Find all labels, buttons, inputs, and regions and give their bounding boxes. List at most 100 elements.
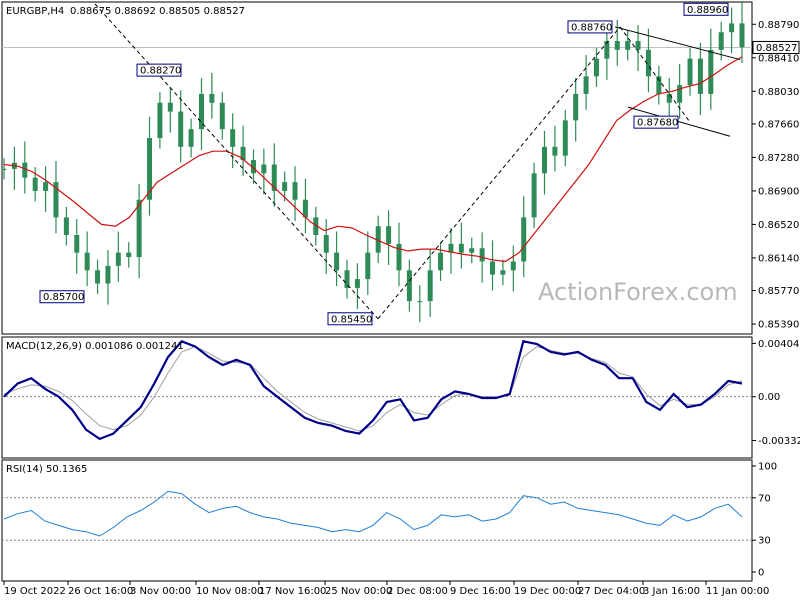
- candle-body: [396, 243, 402, 271]
- candle-body: [188, 129, 194, 147]
- price-ytick-label: 0.87280: [758, 153, 799, 164]
- candle-body: [365, 252, 371, 280]
- x-tick-label: 27 Dec 04:00: [578, 586, 645, 597]
- candle-body: [531, 173, 537, 218]
- candle-body: [573, 93, 579, 121]
- candle-body: [479, 248, 485, 262]
- price-ytick-label: 0.87660: [758, 119, 799, 130]
- candle-body: [625, 41, 631, 50]
- candle-body: [74, 235, 80, 253]
- candle-body: [552, 146, 558, 156]
- candle-body: [469, 248, 475, 253]
- candle-body: [32, 177, 38, 191]
- candle-body: [334, 252, 340, 271]
- candle-body: [157, 102, 163, 139]
- macd-panel-frame: [1, 336, 753, 459]
- x-tick-label: 10 Nov 08:00: [196, 586, 263, 597]
- price-ytick-label: 0.88410: [758, 53, 799, 64]
- price-annotation-box: [567, 20, 613, 34]
- price-annotation-label: 0.88960: [687, 5, 728, 16]
- candle-body: [53, 182, 59, 218]
- candle-body: [250, 160, 256, 174]
- x-tick-label: 19 Oct 2022: [4, 586, 66, 597]
- price-annotation-label: 0.87680: [637, 118, 678, 129]
- rsi-line: [3, 490, 743, 537]
- price-annotation-label: 0.85700: [43, 292, 84, 303]
- x-tick-label: 26 Oct 16:00: [68, 586, 133, 597]
- candle-body: [510, 261, 516, 271]
- candle-body: [147, 138, 153, 200]
- macd-ytick-label: 0.004042: [758, 339, 800, 350]
- candle-body: [718, 32, 724, 50]
- candle-body: [604, 41, 610, 59]
- candle-body: [708, 49, 714, 94]
- candle-body: [271, 164, 277, 191]
- candle-body: [635, 41, 641, 50]
- current-price-label: 0.88527: [756, 43, 797, 54]
- x-tick-label: 25 Nov 00:00: [325, 586, 392, 597]
- dashed-trendline-up: [377, 26, 621, 320]
- candle-body: [115, 252, 121, 266]
- macd-ytick-label: -0.003326: [758, 436, 800, 447]
- candle-body: [209, 93, 215, 103]
- rsi-layer: [2, 490, 752, 541]
- rsi-ytick-label: 0: [758, 568, 764, 579]
- candle-body: [406, 270, 412, 302]
- candle-body: [313, 217, 319, 236]
- candle-body: [344, 270, 350, 288]
- candle-body: [386, 226, 392, 244]
- candle-body: [198, 93, 204, 130]
- price-ytick-label: 0.85390: [758, 320, 799, 331]
- candle-body: [729, 23, 735, 33]
- channel-upper-line: [614, 26, 741, 61]
- candle-body: [354, 279, 360, 288]
- rsi-ytick-label: 30: [758, 536, 771, 547]
- candle-body: [219, 102, 225, 130]
- candle-body: [230, 129, 236, 147]
- x-tick-label: 19 Dec 00:00: [514, 586, 581, 597]
- price-annotation-label: 0.88270: [140, 66, 181, 77]
- candle-body: [417, 301, 423, 303]
- candle-body: [542, 146, 548, 174]
- dashed-trendline-down: [94, 3, 379, 320]
- candle-body: [490, 261, 496, 275]
- rsi-ytick-label: 70: [758, 493, 771, 504]
- candle-body: [448, 243, 454, 253]
- candle-body: [292, 182, 298, 200]
- candle-body: [438, 252, 444, 271]
- candle-body: [656, 76, 662, 94]
- price-annotation-label: 0.85450: [331, 314, 372, 325]
- candle-body: [126, 252, 132, 258]
- x-tick-label: 17 Nov 16:00: [259, 586, 326, 597]
- candle-body: [282, 182, 288, 191]
- axis-layer: 0.88790 0.88410 0.88030 0.87660 0.87280 0.869…: [3, 20, 800, 597]
- price-layer: 0.88270 0.85700 0.85450 0.88760 0.88960 0.876…: [1, 2, 752, 326]
- candle-body: [43, 182, 49, 191]
- macd-title: MACD(12,26,9) 0.001086 0.001241: [6, 341, 184, 352]
- candle-body: [323, 235, 329, 253]
- candle-body: [167, 102, 173, 112]
- chart-symbol: EURGBP,H4: [6, 6, 64, 17]
- macd-series-line: [3, 339, 743, 441]
- candle-body: [666, 93, 672, 103]
- candle-body: [677, 85, 683, 103]
- channel-lower-line: [627, 106, 731, 137]
- candle-body: [645, 49, 651, 77]
- candle-body: [500, 270, 506, 275]
- dashed-trendline-inner: [619, 26, 691, 123]
- price-ytick-label: 0.86900: [758, 186, 799, 197]
- chart-ohlc: 0.88675 0.88692 0.88505 0.88527: [70, 6, 245, 17]
- candle-body: [302, 199, 308, 218]
- price-ytick-label: 0.88030: [758, 87, 799, 98]
- price-ytick-label: 0.86140: [758, 253, 799, 264]
- candle-body: [739, 23, 745, 48]
- x-tick-label: 3 Nov 00:00: [130, 586, 191, 597]
- x-tick-label: 2 Dec 08:00: [387, 586, 448, 597]
- candle-body: [240, 146, 246, 161]
- candle-body: [1, 168, 7, 170]
- rsi-panel-frame: [1, 459, 753, 582]
- price-annotation-box: [136, 63, 182, 77]
- candle-body: [105, 265, 111, 284]
